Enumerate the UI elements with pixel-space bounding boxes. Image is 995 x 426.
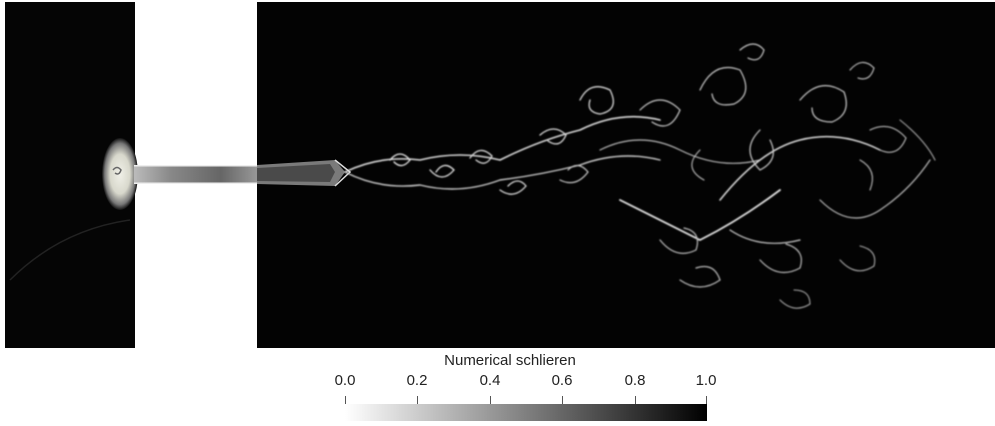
- nozzle-duct: [134, 165, 258, 184]
- colorbar-gradient: [345, 404, 707, 421]
- colorbar-tick-label: 0.0: [334, 372, 356, 389]
- colorbar-tick-mark: [562, 396, 563, 404]
- colorbar-tick-mark: [490, 396, 491, 404]
- colorbar-tick-label: 0.4: [479, 372, 501, 389]
- colorbar-tick-mark: [706, 396, 707, 404]
- main-domain-panel: [257, 2, 995, 348]
- colorbar-tick-label: 0.2: [406, 372, 428, 389]
- colorbar-tick-mark: [635, 396, 636, 404]
- colorbar-tick-label: 0.6: [551, 372, 573, 389]
- jet-plume: [344, 43, 936, 309]
- colorbar-tick-label: 1.0: [695, 372, 717, 389]
- colorbar-title: Numerical schlieren: [444, 352, 576, 369]
- colorbar-tick-mark: [345, 396, 346, 404]
- colorbar-tick-label: 0.8: [624, 372, 646, 389]
- colorbar-tick-mark: [417, 396, 418, 404]
- left-chamber-panel: [5, 2, 138, 348]
